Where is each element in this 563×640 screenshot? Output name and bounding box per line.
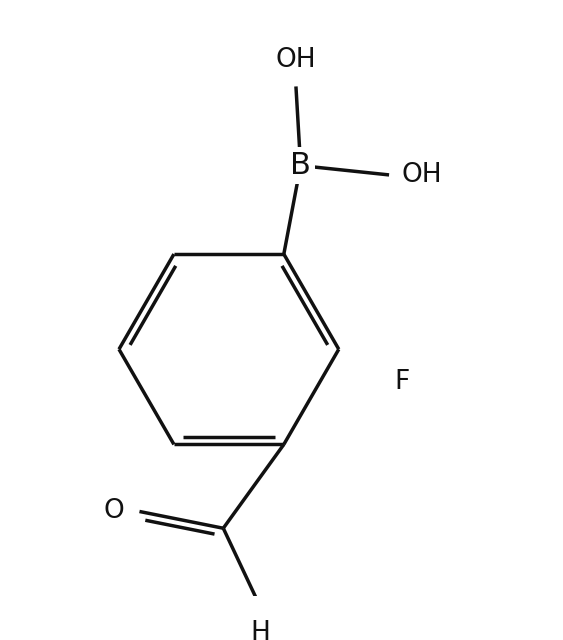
Text: OH: OH — [276, 47, 316, 74]
Text: H: H — [251, 621, 270, 640]
Text: OH: OH — [401, 162, 442, 188]
Text: F: F — [395, 369, 410, 395]
Text: B: B — [290, 151, 311, 180]
Text: O: O — [103, 499, 124, 524]
